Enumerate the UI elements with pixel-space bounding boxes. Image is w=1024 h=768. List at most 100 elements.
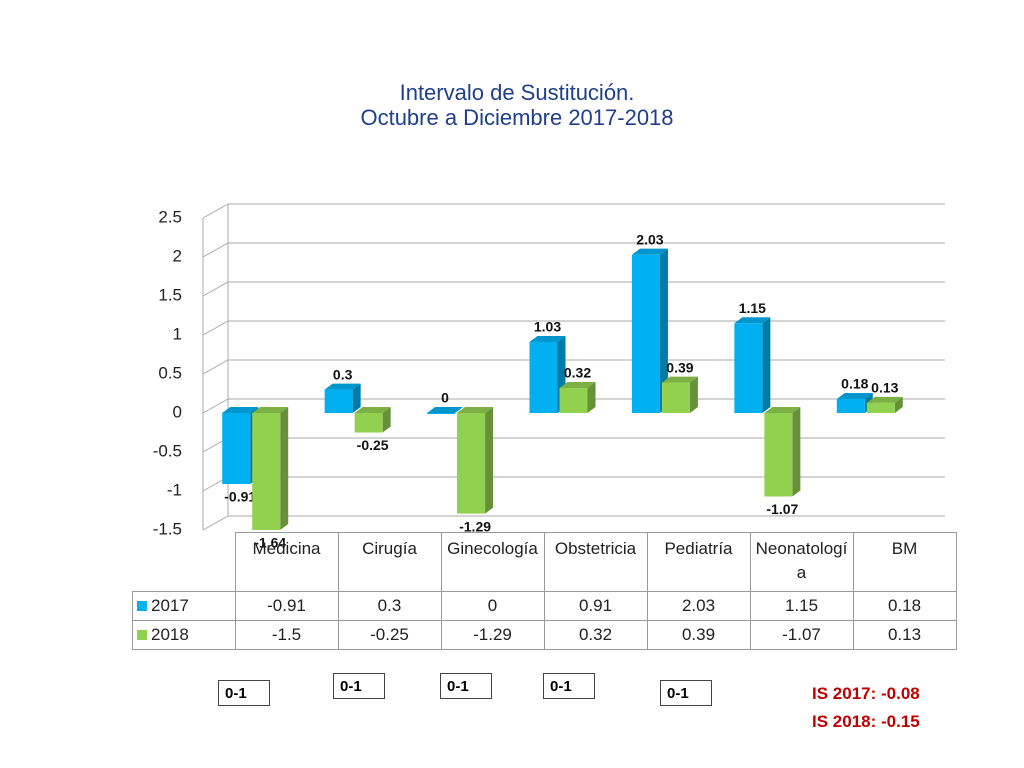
- bar-top: [324, 383, 361, 390]
- bar-face: [866, 402, 895, 413]
- bar: [661, 376, 698, 413]
- bar-side: [762, 317, 771, 413]
- data-label: 0: [441, 390, 449, 406]
- data-label: 2.03: [636, 231, 663, 247]
- grid-line: [202, 437, 945, 453]
- value-cell: 0.91: [543, 591, 648, 621]
- corner: [133, 533, 236, 592]
- data-label: 0.39: [666, 359, 693, 375]
- category: Medicina: [234, 532, 339, 592]
- data-table: Medicina Cirugía Ginecología Obstetricia Ped…: [132, 532, 957, 650]
- bar-top: [764, 407, 801, 413]
- category: BM: [852, 532, 957, 592]
- range-box: 0-1: [543, 673, 595, 699]
- value-cell: -1.5: [234, 620, 339, 650]
- bar-face: [324, 389, 353, 413]
- category: Obstetricia: [543, 532, 648, 592]
- bar-top: [252, 407, 289, 413]
- data-label: 0.18: [841, 376, 868, 392]
- category: Pediatría: [646, 532, 751, 592]
- bar-top: [559, 382, 596, 389]
- value-cell: 0.32: [543, 620, 648, 650]
- bar: [427, 407, 464, 414]
- grid-line: [202, 203, 945, 219]
- legend-cell: 2017: [132, 591, 236, 621]
- bar-side: [382, 407, 391, 433]
- value-cell: 0.39: [646, 620, 751, 650]
- y-tick-label: -1.5: [153, 519, 182, 538]
- bar: [529, 336, 566, 413]
- bar-side: [659, 248, 668, 413]
- bar-side: [894, 396, 903, 413]
- data-label: 1.15: [739, 300, 766, 316]
- y-tick-label: 0.5: [158, 363, 182, 382]
- bar-top: [866, 396, 903, 403]
- range-box: 0-1: [218, 680, 270, 706]
- table-header: Medicina Cirugía Ginecología Obstetricia Ped…: [133, 532, 957, 592]
- bar: [252, 407, 289, 530]
- range-box: 0-1: [440, 673, 492, 699]
- bar-top: [427, 407, 464, 413]
- range-box: 0-1: [333, 673, 385, 699]
- bar-top: [631, 248, 668, 255]
- category: Ginecología: [440, 532, 545, 592]
- y-tick-label: 1.5: [158, 285, 182, 304]
- category: Cirugía: [337, 532, 442, 592]
- summary-note: IS 2018: -0.15: [812, 712, 920, 731]
- bar: [866, 396, 903, 413]
- bar-top: [354, 407, 391, 413]
- bar-top: [734, 317, 771, 324]
- bar-face: [661, 382, 690, 413]
- data-label: 0.13: [871, 380, 898, 396]
- value-cell: -0.25: [337, 620, 442, 650]
- value-cell: 0.18: [852, 591, 957, 621]
- y-tick-label: -1: [167, 480, 182, 499]
- data-label: -0.91: [224, 489, 256, 505]
- bar-face: [354, 413, 383, 433]
- bar: [354, 407, 391, 433]
- bar-side: [792, 407, 801, 497]
- data-label: -1.07: [766, 501, 798, 517]
- bar-face: [764, 413, 793, 497]
- data-label: -1.29: [459, 518, 491, 534]
- bar-side: [280, 407, 289, 530]
- data-label: 0.3: [333, 366, 353, 382]
- bar-face: [457, 413, 486, 514]
- value-cell: -1.29: [440, 620, 545, 650]
- table-row: 2017 -0.91 0.3 0 0.91 2.03 1.15 0.18: [132, 591, 957, 621]
- bar-side: [485, 407, 494, 514]
- legend-label: 2018: [151, 625, 189, 644]
- chart-title: Intervalo de Sustitución.: [400, 80, 635, 105]
- y-tick-label: 2: [173, 246, 182, 265]
- grid-line: [202, 320, 945, 336]
- value-cell: 1.15: [749, 591, 854, 621]
- bar-side: [689, 376, 698, 413]
- bar: [631, 248, 668, 413]
- range-box: 0-1: [660, 680, 712, 706]
- bar: [324, 383, 361, 413]
- bar-face: [559, 388, 588, 413]
- bar-side: [352, 383, 361, 413]
- bar: [764, 407, 801, 497]
- value-cell: 0: [440, 591, 545, 621]
- bar-face: [427, 413, 456, 414]
- value-cell: 0.3: [337, 591, 442, 621]
- bar: [457, 407, 494, 514]
- bar-face: [734, 323, 763, 413]
- legend-label: 2017: [151, 596, 189, 615]
- summary-note: IS 2017: -0.08: [812, 684, 920, 703]
- data-label: 0.32: [564, 365, 591, 381]
- bar-face: [529, 342, 558, 413]
- bar-side: [587, 382, 596, 413]
- bar: [734, 317, 771, 413]
- y-tick-label: 2.5: [158, 207, 182, 226]
- y-tick-label: 0: [173, 402, 182, 421]
- legend-cell: 2018: [132, 620, 236, 650]
- bar-top: [836, 392, 873, 399]
- legend-swatch: [137, 630, 147, 640]
- y-tick-label: 1: [173, 324, 182, 343]
- table-row: 2018 -1.5 -0.25 -1.29 0.32 0.39 -1.07 0.13: [132, 620, 957, 650]
- value-cell: -1.07: [749, 620, 854, 650]
- bar-face: [631, 254, 660, 413]
- grid-line: [202, 242, 945, 258]
